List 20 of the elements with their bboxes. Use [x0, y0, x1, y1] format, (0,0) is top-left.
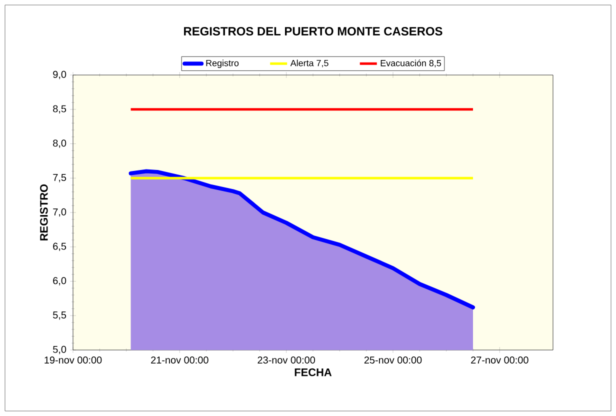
x-tick-label: 25-nov 00:00: [364, 356, 422, 364]
x-axis-title: FECHA: [294, 368, 332, 376]
y-tick-label: 9,0: [53, 70, 66, 80]
y-tick-label: 8,0: [53, 140, 66, 148]
x-tick-label: 23-nov 00:00: [258, 356, 316, 364]
chart-title: REGISTROS DEL PUERTO MONTE CASEROS: [184, 27, 442, 36]
legend-label: Registro: [206, 60, 239, 68]
y-tick-label: 5,5: [53, 312, 66, 320]
y-tick-label: 7,5: [53, 174, 66, 182]
x-tick-label: 27-nov 00:00: [471, 356, 528, 364]
y-tick-label: 5,0: [53, 346, 66, 354]
legend-label: Evacuación 8,5: [380, 60, 442, 68]
x-tick-label: 19-nov 00:00: [44, 356, 102, 364]
x-tick-label: 21-nov 00:00: [151, 356, 208, 364]
y-tick-label: 8,5: [53, 105, 66, 114]
y-tick-label: 7,0: [53, 208, 66, 217]
y-tick-label: 6,5: [53, 242, 66, 251]
legend-label: Alerta 7,5: [290, 60, 328, 68]
y-axis-title: REGISTRO: [40, 184, 48, 240]
y-tick-label: 6,0: [53, 277, 66, 286]
